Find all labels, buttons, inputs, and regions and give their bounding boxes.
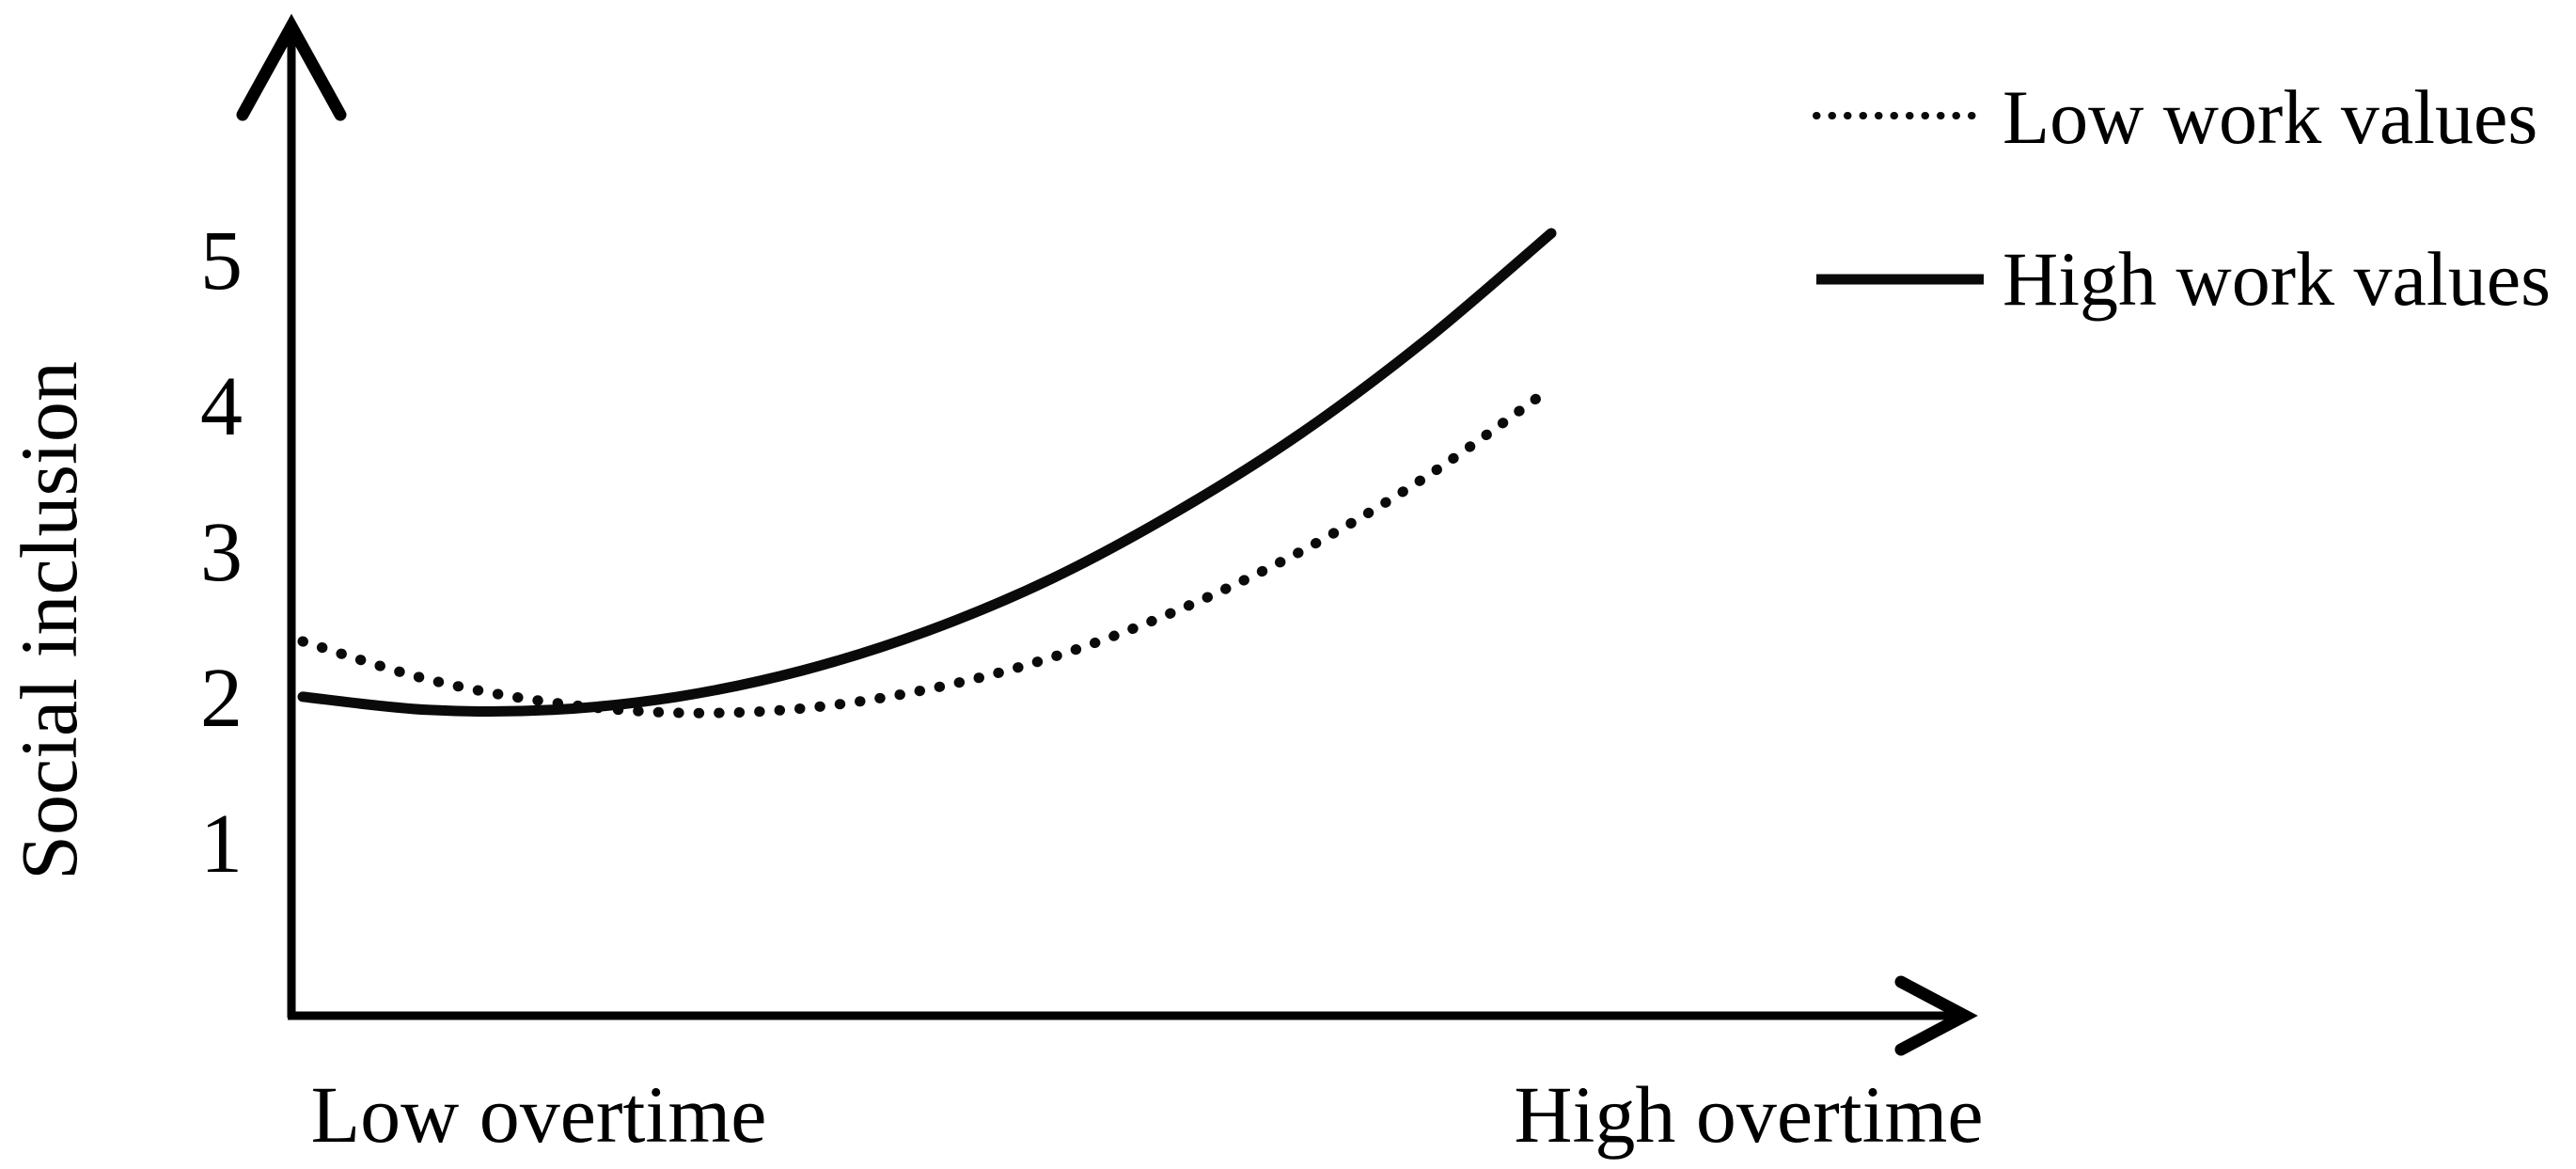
x-axis-label-low-overtime: Low overtime bbox=[310, 1069, 767, 1160]
legend-label-low-work-values: Low work values bbox=[2003, 74, 2538, 160]
x-axis-arrowhead bbox=[1894, 975, 1978, 1056]
x-axis-label-high-overtime: High overtime bbox=[1514, 1069, 1984, 1160]
y-axis-title: Social inclusion bbox=[4, 361, 94, 880]
y-tick-label-2: 2 bbox=[200, 652, 243, 745]
high-work-values-curve bbox=[297, 228, 1557, 718]
y-tick-label-1: 1 bbox=[200, 798, 243, 891]
y-tick-label-3: 3 bbox=[200, 506, 243, 599]
y-tick-label-5: 5 bbox=[200, 214, 243, 308]
low-work-values-curve bbox=[297, 382, 1557, 719]
legend-label-high-work-values: High work values bbox=[2003, 236, 2552, 322]
y-axis-arrowhead bbox=[236, 13, 347, 121]
y-tick-label-4: 4 bbox=[200, 360, 243, 453]
